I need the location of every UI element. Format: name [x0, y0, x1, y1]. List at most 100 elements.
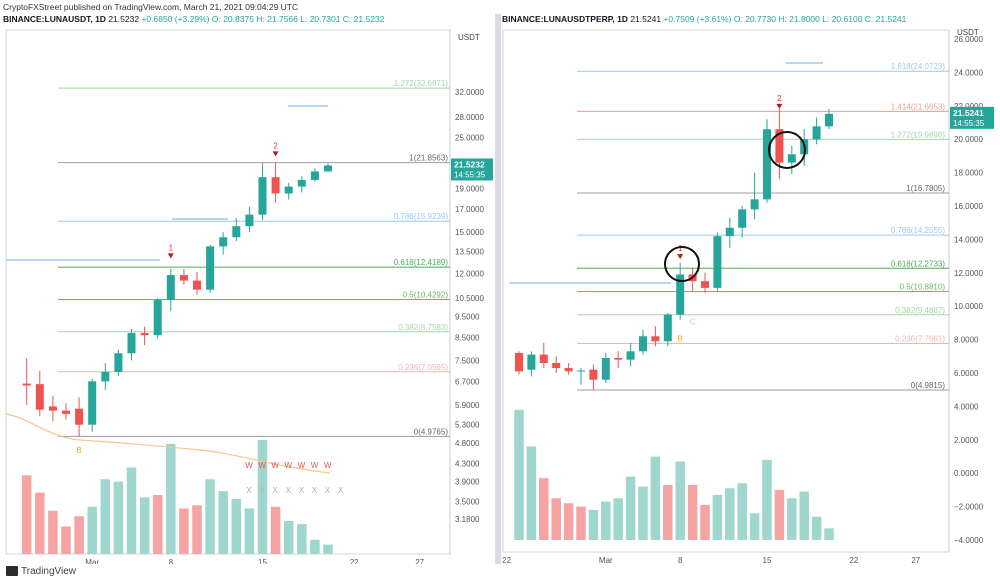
left-y-tick-label: 3.1800	[455, 515, 480, 524]
left-y-tick-label: 4.3000	[455, 459, 480, 468]
right-candle-body	[812, 126, 821, 140]
left-candle-body	[297, 179, 306, 187]
right-symbol[interactable]: BINANCE:LUNAUSDTPERP, 1D	[502, 14, 628, 24]
left-candle-body	[48, 406, 57, 411]
right-candle-body	[626, 351, 635, 360]
right-chart[interactable]: USDT26.000024.000022.000020.000018.00001…	[501, 26, 1000, 564]
right-volume-bar	[650, 456, 661, 540]
left-x-marker: X	[246, 486, 252, 495]
left-y-tick-label: 25.0000	[455, 134, 484, 143]
left-y-tick-label: 17.0000	[455, 205, 484, 214]
left-candle-body	[88, 381, 97, 425]
right-candle-body	[676, 274, 685, 315]
left-y-tick-label: 19.0000	[455, 185, 484, 194]
right-volume-bar	[613, 498, 623, 540]
right-symbol-line: BINANCE:LUNAUSDTPERP, 1D 21.5241 +0.7509…	[502, 14, 906, 24]
right-fib-label: 1.414(21.6653)	[891, 102, 946, 111]
right-sell-arrow-icon	[776, 103, 783, 109]
right-last-price: 21.5241	[630, 14, 662, 24]
left-candle-body	[22, 383, 31, 386]
left-y-tick-label: 3.9000	[455, 477, 480, 486]
right-plot-frame	[502, 29, 950, 553]
left-candle-body	[219, 237, 228, 247]
right-marker-B: B	[678, 334, 683, 343]
left-x-marker: X	[312, 486, 318, 495]
right-y-tick-label: 16.0000	[954, 202, 983, 211]
right-y-tick-label: 26.0000	[954, 35, 983, 44]
left-price-label-box	[451, 158, 493, 181]
left-candle-body	[153, 300, 162, 336]
right-highlight-circle	[664, 246, 700, 282]
right-fib-label: 0.786(14.2555)	[891, 226, 946, 235]
right-fib-label: 1(16.7805)	[906, 184, 945, 193]
right-highlight-circle	[768, 131, 806, 169]
left-volume-bar	[231, 498, 242, 554]
right-y-tick-label: −4.0000	[954, 536, 984, 545]
left-volume-bar	[257, 439, 268, 554]
right-candle-body	[552, 362, 561, 369]
left-fib-label: 0.5(10.4292)	[403, 290, 449, 299]
right-volume-bar	[687, 484, 698, 540]
left-x-tick-label: 15	[258, 558, 267, 564]
right-sell-arrow-icon	[677, 254, 684, 260]
right-marker-C: C	[690, 318, 696, 327]
left-fib-label: 1(21.8563)	[409, 154, 448, 163]
left-y-tick-label: 5.9000	[455, 401, 480, 410]
right-candle-body	[564, 368, 573, 372]
right-y-tick-label: 6.0000	[954, 369, 979, 378]
left-change: +0.6850 (+3.29%)	[141, 14, 210, 24]
left-candle-body	[127, 333, 136, 354]
left-volume-bar	[283, 520, 294, 554]
right-y-tick-label: 0.0000	[954, 469, 979, 478]
left-y-tick-label: 12.0000	[455, 270, 484, 279]
right-fib-label: 0.236(7.7661)	[895, 335, 945, 344]
right-change: +0.7509 (+3.61%)	[663, 14, 732, 24]
left-fib-label: 0(4.9765)	[414, 427, 449, 436]
right-x-tick-label: 27	[911, 556, 920, 564]
right-candle-body	[577, 370, 585, 372]
right-candle-body	[589, 369, 598, 380]
left-candle-body	[75, 408, 84, 425]
right-price-label-price: 21.5241	[953, 108, 984, 118]
left-volume-bar	[323, 544, 333, 554]
left-chart[interactable]: USDT 32.0000 28.0000 25.0000 19.0000 17.0000 1…	[0, 26, 494, 564]
right-candle-body	[614, 357, 623, 360]
left-candle-body	[166, 275, 175, 301]
left-x-marker: X	[286, 486, 292, 495]
left-plot-frame	[5, 29, 451, 555]
left-volume-bar	[166, 443, 176, 554]
right-marker-2: 2	[777, 94, 782, 103]
right-candle-body	[601, 357, 610, 380]
right-x-tick-label: Mar	[599, 556, 613, 564]
left-fib-label: 0.382(8.7583)	[398, 323, 448, 332]
brand-name: TradingView	[21, 566, 77, 577]
left-symbol[interactable]: BINANCE:LUNAUSDT, 1D	[3, 14, 106, 24]
right-candle-body	[713, 236, 722, 288]
left-y-tick-label: 9.5000	[455, 313, 480, 322]
left-y-tick-label: 13.5000	[455, 248, 484, 257]
right-volume-bar	[551, 498, 561, 540]
right-volume-bar	[638, 486, 648, 540]
right-y-tick-label: 18.0000	[954, 169, 983, 178]
left-volume-bar	[48, 510, 58, 554]
right-volume-bar	[762, 459, 772, 540]
tradingview-brand[interactable]: TradingView	[6, 566, 76, 577]
left-sell-arrow-icon	[167, 253, 174, 259]
left-fib-label: 1.272(32.6871)	[394, 79, 449, 88]
left-x-tick-label: 27	[415, 558, 424, 564]
right-volume-bar	[563, 503, 574, 540]
right-volume-bar	[774, 489, 785, 540]
left-marker-1: 1	[169, 243, 174, 252]
right-volume-bar	[712, 494, 723, 540]
left-x-marker: X	[338, 486, 344, 495]
left-candle-body	[62, 410, 70, 414]
left-candle-body	[101, 371, 110, 382]
right-volume-bar	[737, 483, 747, 540]
left-candle-body	[258, 177, 267, 215]
right-volume-bar	[576, 506, 586, 540]
left-x-tick-label: 8	[169, 558, 174, 564]
left-y-tick-label: 7.5000	[455, 356, 480, 365]
left-volume-bar	[126, 467, 137, 554]
left-volume-bar	[74, 516, 84, 554]
right-y-tick-label: 12.0000	[954, 269, 983, 278]
